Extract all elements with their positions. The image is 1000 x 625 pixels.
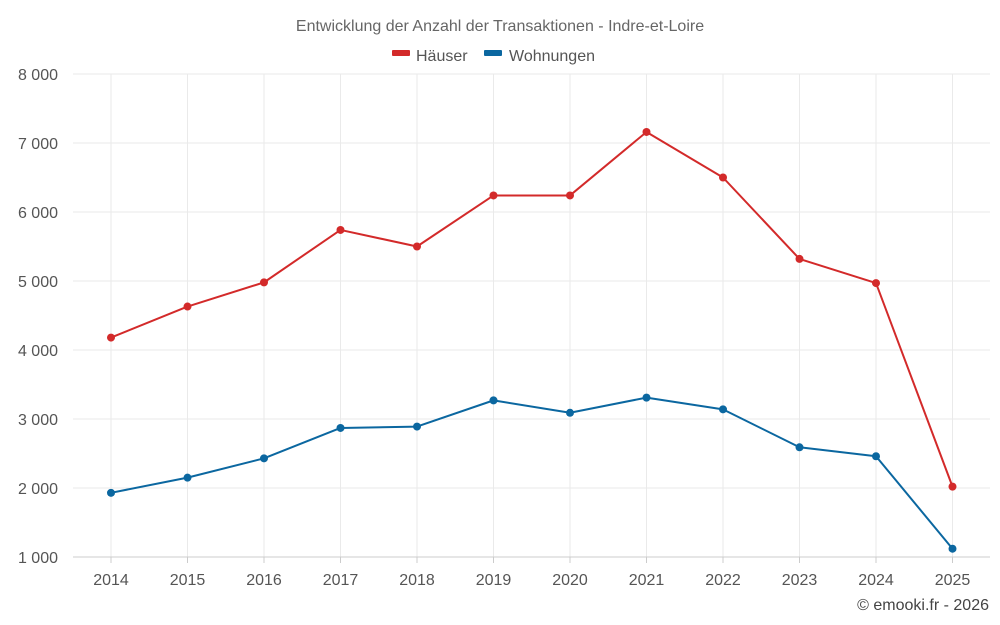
data-point-haeuser[interactable] bbox=[719, 173, 727, 182]
x-axis: 2014 2015 2016 2017 2018 2019 2020 2021 2022 2023… bbox=[73, 556, 990, 589]
data-point-wohnungen[interactable] bbox=[260, 454, 268, 463]
y-tick-label: 5 000 bbox=[18, 274, 58, 291]
y-tick-label: 2 000 bbox=[18, 481, 58, 498]
data-point-wohnungen[interactable] bbox=[719, 405, 727, 414]
legend-item-haeuser[interactable]: Häuser bbox=[392, 48, 468, 65]
y-tick-label: 6 000 bbox=[18, 205, 58, 222]
data-point-haeuser[interactable] bbox=[566, 191, 574, 200]
x-tick-label: 2018 bbox=[399, 572, 435, 589]
y-tick-label: 7 000 bbox=[18, 136, 58, 153]
grid bbox=[73, 73, 990, 557]
x-tick-label: 2023 bbox=[782, 572, 818, 589]
credit-text: © emooki.fr - 2026 bbox=[857, 597, 989, 614]
legend-swatch-wohnungen bbox=[484, 50, 502, 56]
data-point-wohnungen[interactable] bbox=[107, 488, 115, 497]
legend: Häuser Wohnungen bbox=[392, 48, 595, 65]
data-point-haeuser[interactable] bbox=[872, 279, 880, 288]
y-tick-label: 1 000 bbox=[18, 550, 58, 567]
data-point-wohnungen[interactable] bbox=[948, 544, 957, 553]
series bbox=[107, 127, 957, 553]
data-point-haeuser[interactable] bbox=[183, 302, 192, 311]
y-tick-label: 8 000 bbox=[18, 67, 58, 84]
legend-label-wohnungen: Wohnungen bbox=[509, 48, 595, 65]
y-axis: 1 000 2 000 3 000 4 000 5 000 6 000 7 000 8 000 bbox=[18, 67, 58, 567]
y-tick-label: 4 000 bbox=[18, 343, 58, 360]
data-point-haeuser[interactable] bbox=[948, 482, 957, 491]
data-point-wohnungen[interactable] bbox=[413, 422, 421, 431]
legend-label-haeuser: Häuser bbox=[416, 48, 468, 65]
data-point-wohnungen[interactable] bbox=[336, 423, 345, 432]
x-tick-label: 2025 bbox=[935, 572, 971, 589]
series-line-haeuser bbox=[110, 130, 954, 487]
series-line-wohnungen bbox=[110, 396, 954, 550]
data-point-haeuser[interactable] bbox=[413, 242, 421, 251]
data-point-haeuser[interactable] bbox=[260, 278, 268, 287]
x-tick-label: 2014 bbox=[93, 572, 129, 589]
data-point-wohnungen[interactable] bbox=[872, 452, 880, 461]
data-point-haeuser[interactable] bbox=[336, 225, 345, 234]
legend-item-wohnungen[interactable]: Wohnungen bbox=[484, 48, 595, 65]
data-point-haeuser[interactable] bbox=[489, 191, 498, 200]
legend-swatch-haeuser bbox=[392, 50, 410, 56]
x-tick-label: 2016 bbox=[246, 572, 282, 589]
y-tick-label: 3 000 bbox=[18, 412, 58, 429]
x-tick-label: 2017 bbox=[323, 572, 359, 589]
chart-title: Entwicklung der Anzahl der Transaktionen… bbox=[296, 18, 704, 35]
x-tick-label: 2019 bbox=[476, 572, 512, 589]
data-point-haeuser[interactable] bbox=[642, 127, 651, 136]
data-point-wohnungen[interactable] bbox=[795, 443, 804, 452]
x-tick-label: 2024 bbox=[858, 572, 894, 589]
x-tick-label: 2021 bbox=[629, 572, 665, 589]
data-point-wohnungen[interactable] bbox=[642, 393, 651, 402]
data-point-wohnungen[interactable] bbox=[183, 473, 192, 482]
data-point-wohnungen[interactable] bbox=[566, 408, 574, 417]
x-tick-label: 2022 bbox=[705, 572, 741, 589]
data-point-wohnungen[interactable] bbox=[489, 396, 498, 405]
data-point-haeuser[interactable] bbox=[795, 254, 804, 263]
x-tick-label: 2020 bbox=[552, 572, 588, 589]
data-point-haeuser[interactable] bbox=[107, 333, 115, 342]
x-tick-label: 2015 bbox=[170, 572, 206, 589]
